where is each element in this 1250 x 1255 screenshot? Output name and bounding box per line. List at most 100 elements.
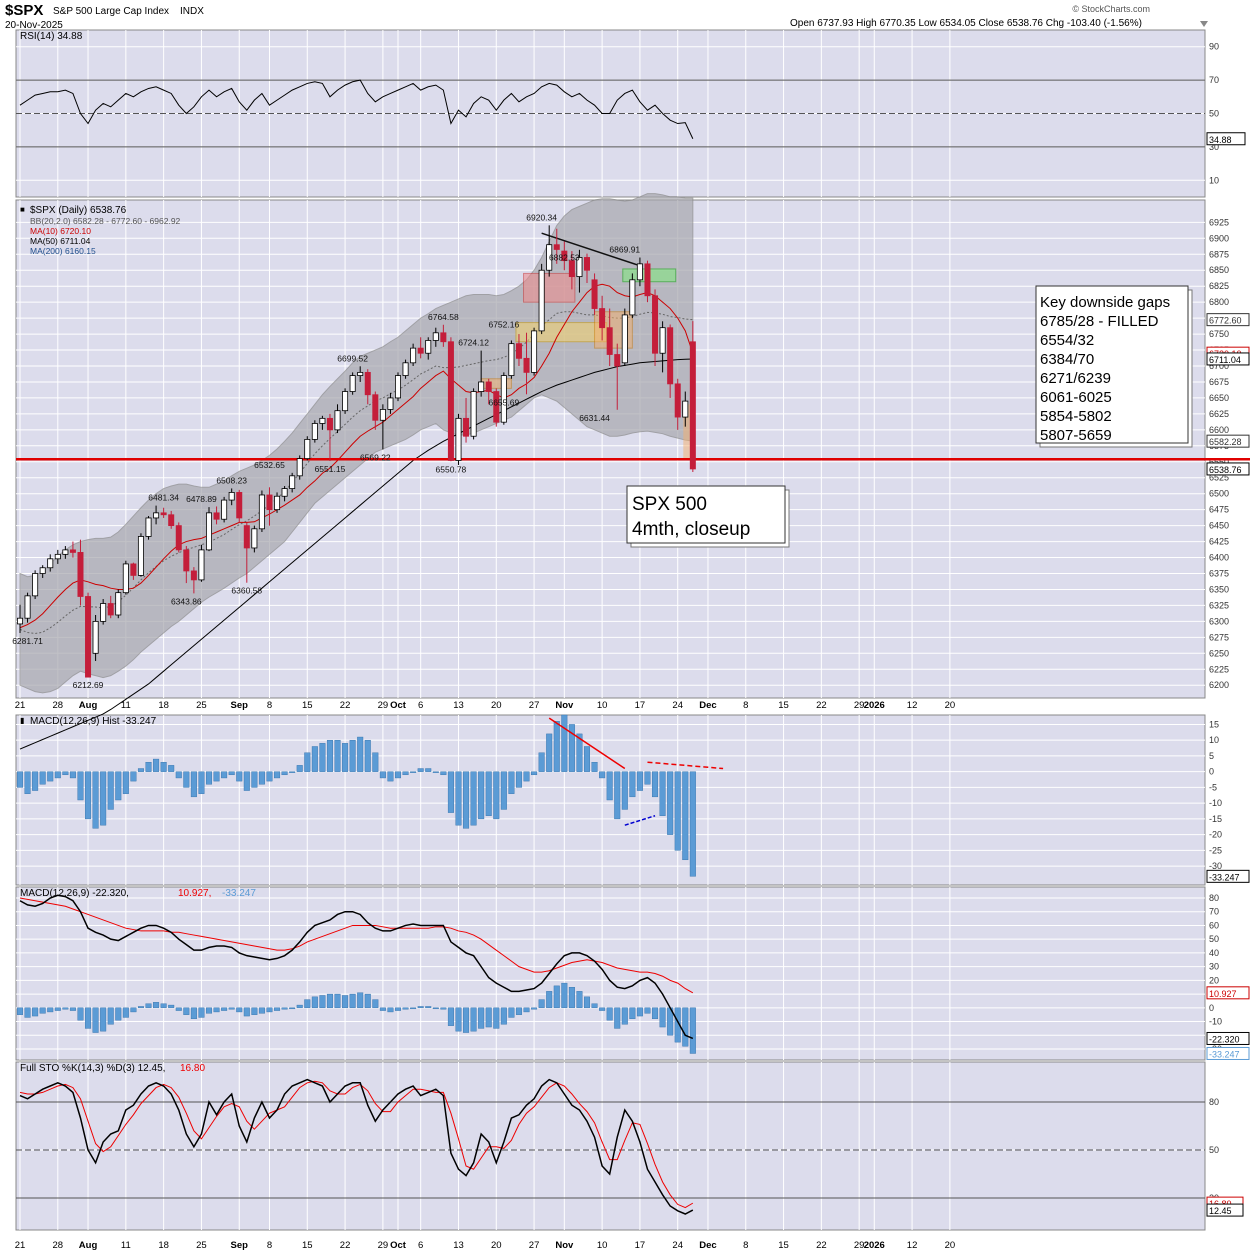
hist-divergence-line-blue — [624, 815, 656, 826]
macd-hist-bar — [69, 771, 76, 779]
candle-body — [682, 400, 689, 418]
candle-body — [77, 552, 84, 597]
y-tick-label: 20 — [1209, 975, 1219, 985]
candle-body — [47, 558, 54, 569]
y-tick-label: 6225 — [1209, 664, 1229, 674]
x-axis-label: 20 — [945, 700, 956, 711]
macd-line — [19, 894, 694, 1040]
macd-hist-bar-secondary — [425, 1006, 432, 1009]
macd-hist-bar — [470, 771, 477, 826]
macd-hist-bar-secondary — [531, 1007, 538, 1010]
note-box — [626, 485, 786, 544]
macd-hist-bar — [644, 771, 651, 785]
macd-hist-bar-secondary — [289, 1007, 296, 1010]
sto-d-line — [19, 1080, 694, 1209]
macd-hist-bar-secondary — [122, 1007, 129, 1018]
candle-body — [402, 362, 409, 376]
macd-hist-bar — [122, 771, 129, 794]
price-label: $SPX (Daily) 6538.76 — [30, 205, 127, 216]
macd-hist-bar-secondary — [334, 993, 341, 1009]
y-tick-label: 6325 — [1209, 600, 1229, 610]
price-annotation: 6752.16 — [488, 320, 519, 330]
price-right-label-box — [1206, 313, 1250, 327]
macd-hist-bar-secondary — [478, 1007, 485, 1029]
x-axis-label-bottom: 15 — [302, 1240, 313, 1250]
macd-hist-bar-secondary — [455, 1007, 462, 1032]
macd-hist-bar-secondary — [92, 1007, 99, 1033]
hist-current-label: -33.247 — [1209, 872, 1240, 882]
x-axis-label-bottom: 2026 — [864, 1240, 885, 1250]
candle-body — [410, 347, 417, 364]
macd-hist-bar — [39, 771, 46, 785]
macd-hist-bar-secondary — [470, 1007, 477, 1032]
candle-body — [463, 417, 470, 437]
macd-hist-bar — [24, 771, 31, 794]
macd-hist-bar-secondary — [561, 982, 568, 1009]
macd-hist-bar — [281, 771, 288, 776]
price-legend-entry: MA(10) 6720.10 — [30, 226, 91, 236]
price-annotation: 6764.58 — [428, 312, 459, 322]
price-annotation: 6699.52 — [337, 353, 368, 363]
candle-body — [674, 383, 681, 418]
sto-right-label-box — [1206, 1203, 1244, 1217]
candle-body — [326, 417, 333, 431]
price-annotation: 6481.34 — [148, 493, 179, 503]
macd-hist-bar — [258, 771, 265, 785]
y-tick-label: 6475 — [1209, 505, 1229, 515]
y-tick-label: 6425 — [1209, 537, 1229, 547]
hist-label-icon: ▮ — [20, 716, 24, 725]
candle-body — [379, 409, 386, 421]
y-tick-label: 90 — [1209, 42, 1219, 52]
macd-hist-bar — [168, 765, 175, 772]
macd-hist-bar-secondary — [107, 1007, 114, 1025]
macd-hist-bar — [349, 739, 356, 772]
y-tick-label: 6750 — [1209, 329, 1229, 339]
x-axis-label: 21 — [15, 700, 26, 711]
y-tick-label: 30 — [1209, 142, 1219, 152]
macd-label-hist: -33.247 — [222, 888, 256, 899]
macd-hist-bar-secondary — [326, 993, 333, 1009]
candle-body — [493, 391, 500, 423]
x-axis-label-bottom: 12 — [907, 1240, 918, 1250]
x-axis-label: 12 — [907, 700, 918, 711]
note-line: 4mth, closeup — [632, 519, 750, 540]
candle-body — [689, 341, 696, 470]
macd-right-label: -33.247 — [1209, 1049, 1240, 1059]
macd-hist-bar-secondary — [546, 991, 553, 1009]
candle-body — [538, 269, 545, 332]
y-tick-label: 80 — [1209, 893, 1219, 903]
macd-hist-bar — [508, 771, 515, 794]
y-tick-label: 6600 — [1209, 425, 1229, 435]
x-axis-label-bottom: Sep — [231, 1240, 249, 1250]
y-tick-label: 6350 — [1209, 584, 1229, 594]
candle-body — [357, 371, 364, 376]
ma10-line — [19, 283, 694, 629]
macd-hist-bar-secondary — [168, 1004, 175, 1009]
macd-hist-bar-secondary — [591, 1003, 598, 1009]
macd-hist-bar — [198, 771, 205, 794]
macd-hist-bar — [115, 771, 122, 801]
macd-hist-bar — [326, 739, 333, 772]
price-right-label: 6538.76 — [1209, 465, 1242, 475]
x-axis-label: 15 — [778, 700, 789, 711]
macd-hist-bar — [417, 768, 424, 772]
candle-body — [561, 250, 568, 262]
macd-hist-bar-secondary — [621, 1007, 628, 1025]
candle-body — [364, 371, 371, 396]
macd-label: MACD(12,26,9) -22.320, — [20, 888, 129, 899]
sto-k-line — [19, 1078, 694, 1215]
macd-hist-bar — [591, 762, 598, 772]
candle-body — [599, 308, 606, 329]
y-tick-label: 30 — [1209, 962, 1219, 972]
sto-label-signal: 16.80 — [180, 1063, 205, 1074]
macd-hist-bar-secondary — [205, 1007, 212, 1014]
macd-hist-bar — [311, 746, 318, 772]
price-annotation: 6569.22 — [360, 452, 391, 462]
macd-hist-bar — [606, 771, 613, 801]
macd-hist-bar — [432, 771, 439, 773]
macd-hist-bar — [682, 771, 689, 861]
macd-hist-bar — [500, 771, 507, 810]
macd-hist-bar — [342, 743, 349, 772]
macd-signal-line — [19, 897, 694, 994]
